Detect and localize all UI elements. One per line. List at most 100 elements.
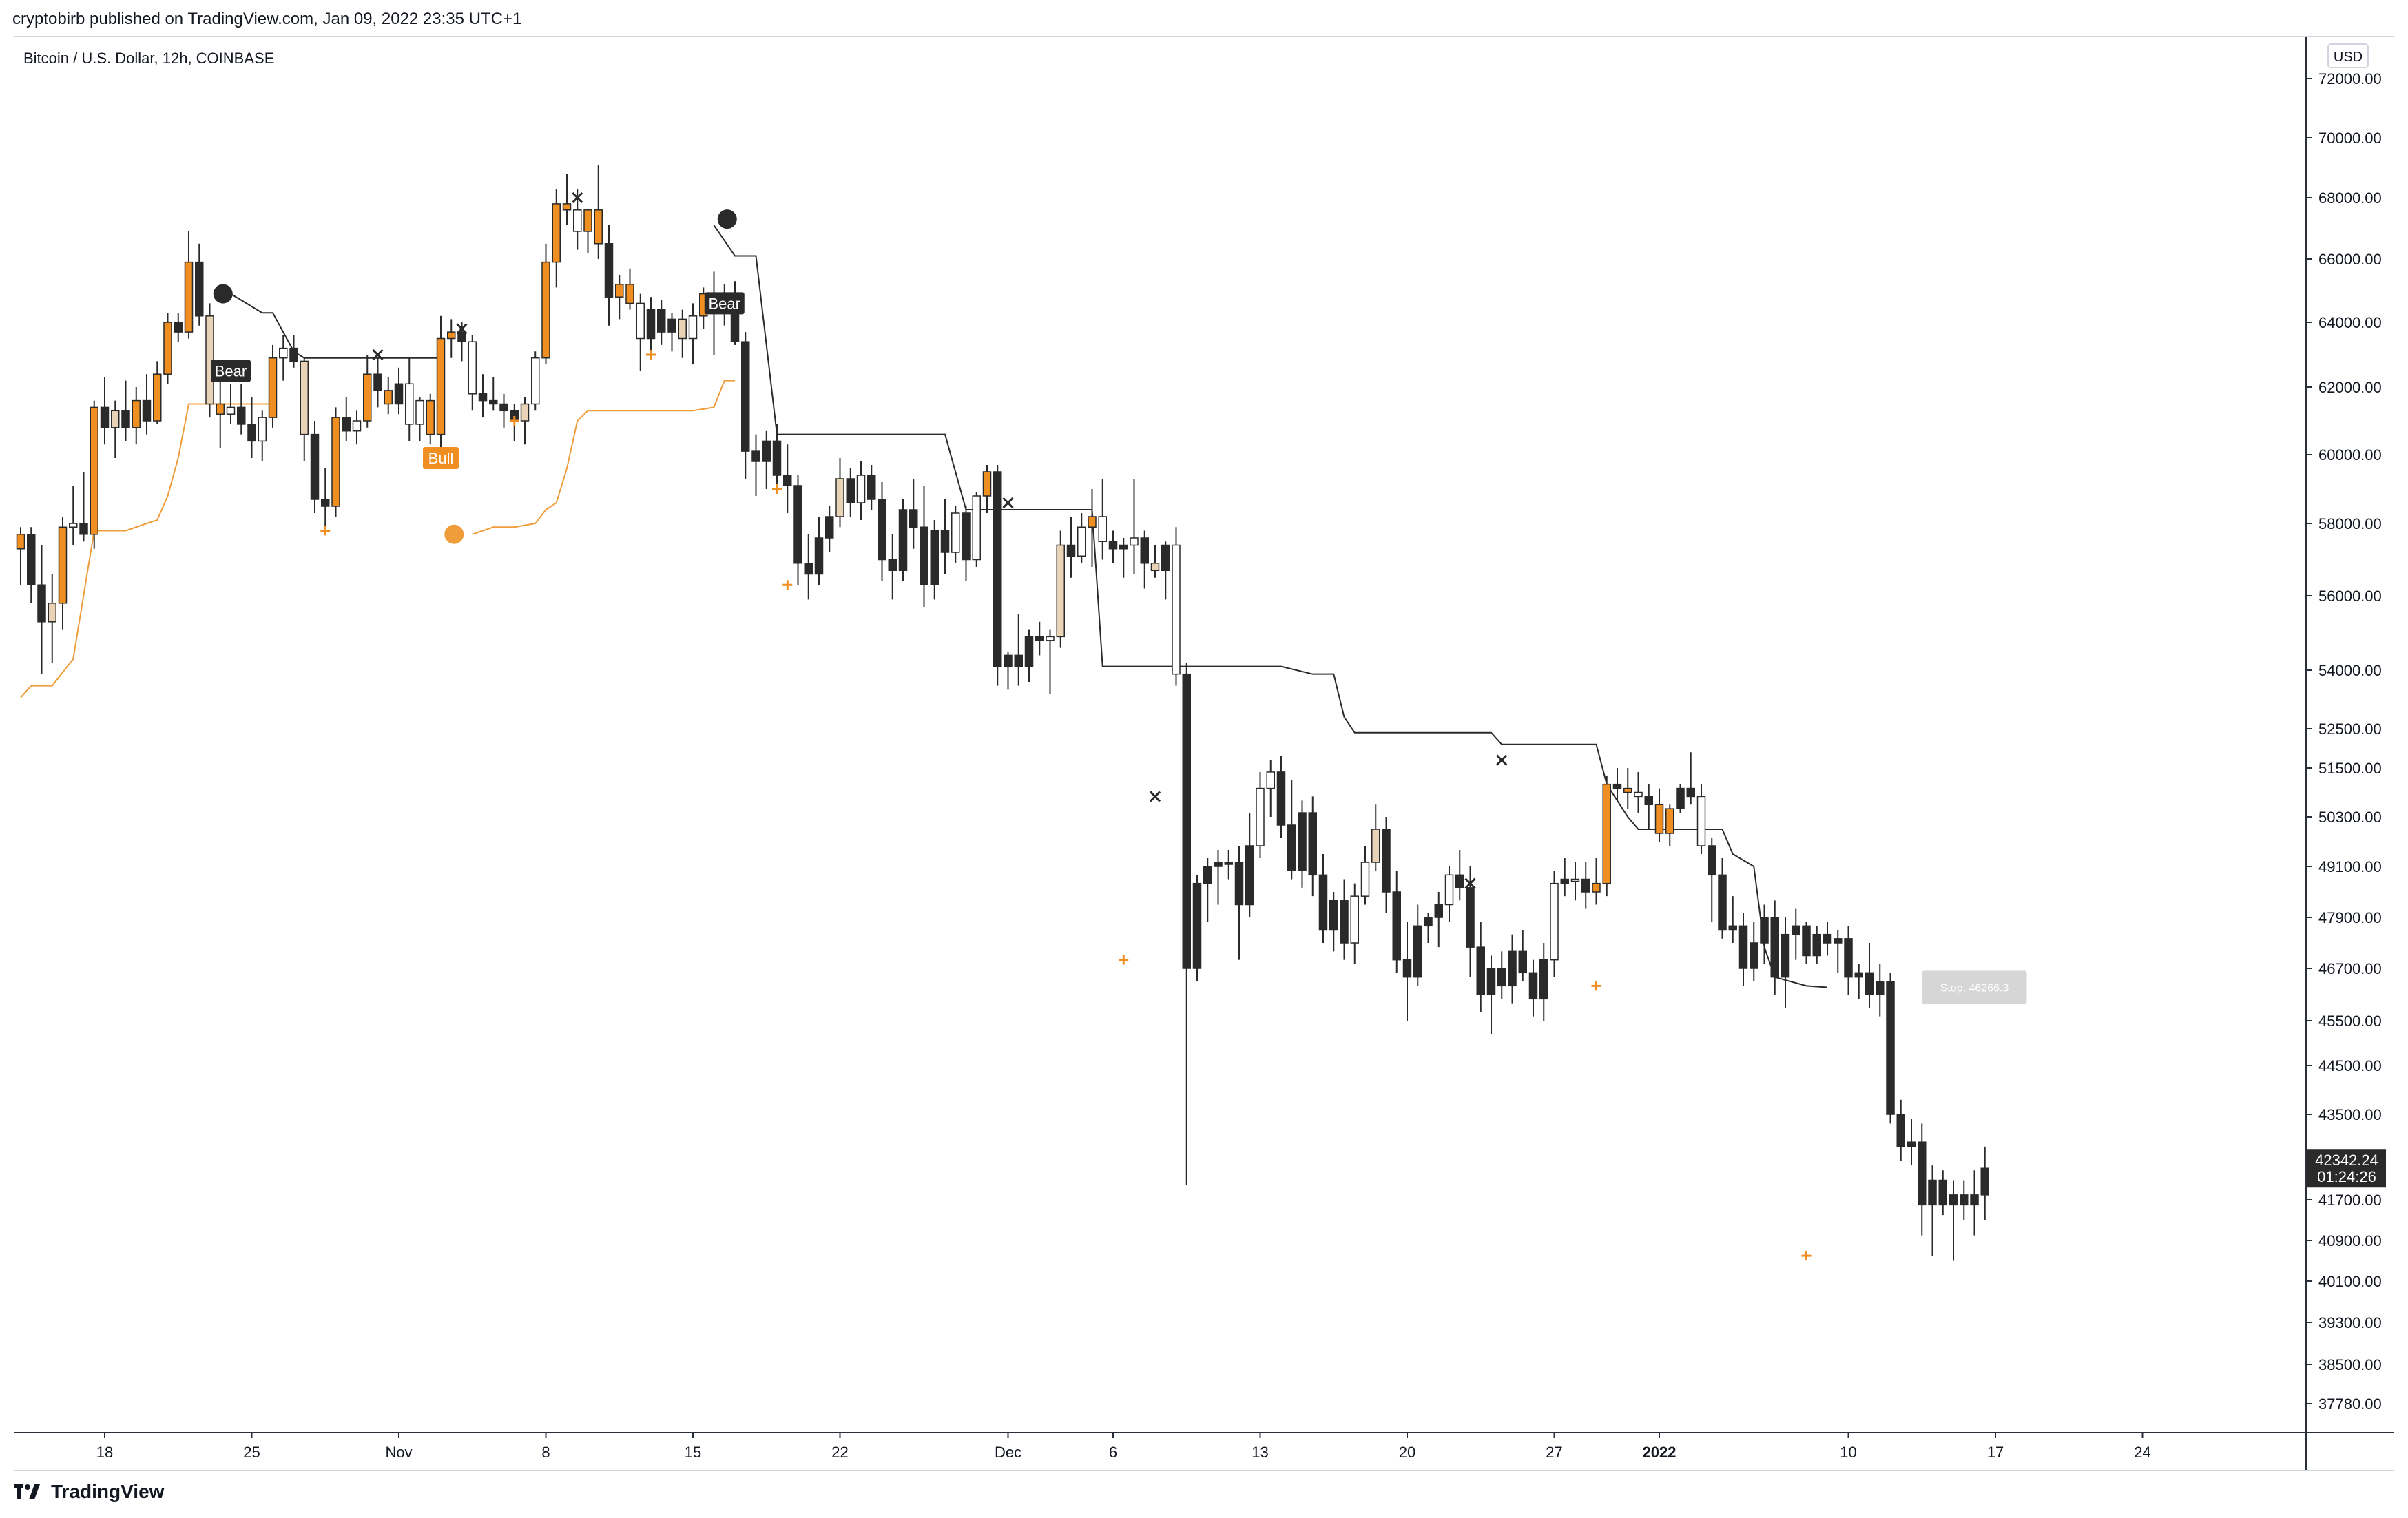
candle-body [1508,950,1517,987]
candle-body [394,383,404,405]
time-tick-label: 8 [541,1444,550,1461]
candle [1182,663,1191,1185]
candle [1654,788,1664,842]
candle [751,434,760,496]
candle-body [920,526,928,585]
candle [1140,530,1149,589]
candle-body [1340,900,1349,944]
candle-body [489,399,498,405]
candle-body [1623,787,1632,793]
candle-body [1035,636,1044,641]
candle-body [1907,1141,1916,1147]
candle-body [762,440,771,462]
candle-body [1708,845,1716,876]
supertrend-bear-line [230,293,441,359]
footer-brand[interactable]: TradingView [14,1481,164,1503]
candle-body [1792,925,1800,935]
candle [1214,850,1223,905]
candle-body [174,322,183,333]
candle [1802,922,1811,964]
candle-body [1024,636,1034,667]
candle [1256,771,1265,858]
candle [1865,943,1874,1008]
candle-body [1130,537,1139,546]
candle [1665,804,1674,846]
candle [1382,817,1391,913]
price-tick-label: 44500.00 [2318,1057,2382,1074]
candle [1938,1170,1947,1216]
candle [1066,517,1076,578]
candle [258,410,267,461]
candle-body [1298,812,1307,871]
candle-body [1665,808,1674,834]
candle [909,479,918,549]
candle-body [163,322,172,375]
candle [1004,652,1013,690]
candle [552,188,561,288]
candle-body [1413,925,1422,978]
candle [132,387,141,445]
candle-body [1676,787,1685,809]
candle-body [1276,771,1286,826]
candle-body [310,433,320,500]
candle [1056,530,1065,648]
candle-body [321,499,330,507]
candle [1708,838,1716,922]
bull-label-box [423,447,459,469]
time-tick-label: 15 [685,1444,701,1461]
candle-body [352,420,362,432]
currency-label: USD [2334,50,2363,65]
candle [58,517,68,630]
bear-label: Bear [704,292,745,315]
candle [499,393,508,428]
candle-body [531,357,540,405]
candle-body [1781,933,1790,978]
time-tick-label: 24 [2134,1444,2150,1461]
candle [37,545,46,674]
candle-body [804,563,813,575]
candle-body [195,261,204,317]
price-tick-label: 49100.00 [2318,858,2382,875]
price-tick-label: 47900.00 [2318,909,2382,926]
candle-body [1718,874,1727,931]
candle [289,335,298,368]
candle [1928,1165,1937,1256]
candle [163,313,172,384]
candle [1077,513,1086,563]
candle-body [846,478,855,503]
candle [384,377,393,415]
candle-body [678,318,687,340]
candle-body [1318,874,1328,931]
candle-body [1108,541,1118,550]
candle-body [1949,1194,1958,1206]
candle [184,231,194,339]
time-tick-label: 6 [1109,1444,1117,1461]
candle [1623,768,1632,809]
price-tick-label: 46700.00 [2318,960,2382,977]
candle [1812,926,1821,964]
candle [898,499,908,581]
candle [1276,756,1286,838]
exit-x-mark [1002,497,1014,509]
candle-body [384,390,393,405]
bull-label-text: Bull [428,450,454,467]
candle-body [216,403,225,415]
candle-body [1360,862,1370,897]
candle-body [1644,796,1653,805]
candle [1834,930,1843,973]
candle-body [604,243,614,298]
exit-x-mark [372,349,384,361]
candle-body [1077,526,1086,557]
candle-body [930,530,939,585]
candle-body [1256,787,1265,846]
bull-label: Bull [423,447,459,469]
candle-body [132,399,141,428]
candle [562,174,572,226]
candle-body [499,403,508,412]
candle-body [1056,544,1065,638]
candle-body [1182,673,1191,969]
candle [415,397,424,441]
candle-body [1287,824,1296,871]
candle-body [111,410,120,428]
